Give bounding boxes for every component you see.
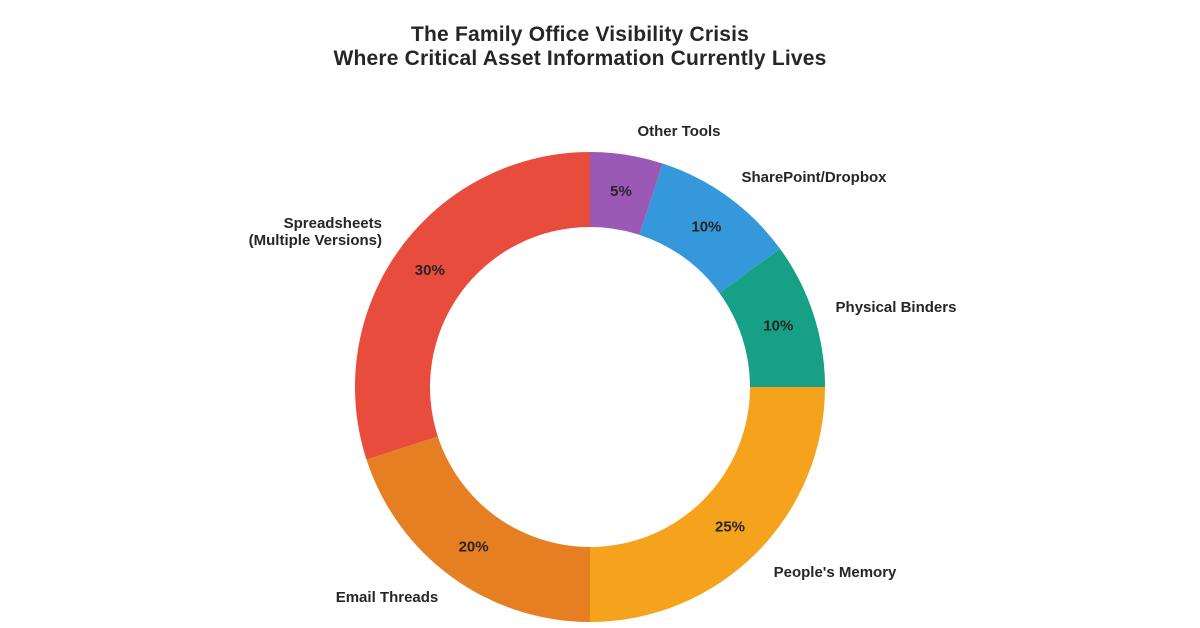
slice-label-physical-binders: Physical Binders [836, 299, 957, 316]
slice-label-spreadsheets: Spreadsheets (Multiple Versions) [249, 215, 382, 249]
slice-people-s-memory [590, 387, 825, 622]
slice-label-sharepoint-dropbox: SharePoint/Dropbox [741, 169, 887, 186]
slice-percent-people-s-memory: 25% [715, 519, 745, 536]
chart-subtitle: Where Critical Asset Information Current… [333, 47, 827, 70]
chart-title-block: The Family Office Visibility Crisis Wher… [0, 23, 1180, 71]
slice-sharepoint-dropbox [639, 163, 781, 293]
slice-email-threads [366, 436, 590, 623]
slice-percent-email-threads: 20% [459, 539, 489, 556]
slice-spreadsheets [354, 152, 590, 460]
slice-label-email-threads: Email Threads [336, 589, 439, 606]
slice-percent-physical-binders: 10% [763, 317, 793, 334]
slice-other-tools [590, 152, 663, 235]
slice-percent-sharepoint-dropbox: 10% [691, 218, 721, 235]
chart-title: The Family Office Visibility Crisis [410, 23, 750, 46]
slice-percent-spreadsheets: 30% [415, 262, 445, 279]
slice-label-people-s-memory: People's Memory [774, 564, 897, 581]
slice-label-other-tools: Other Tools [637, 123, 720, 140]
slice-percent-other-tools: 5% [610, 183, 632, 200]
slice-physical-binders [719, 248, 825, 387]
